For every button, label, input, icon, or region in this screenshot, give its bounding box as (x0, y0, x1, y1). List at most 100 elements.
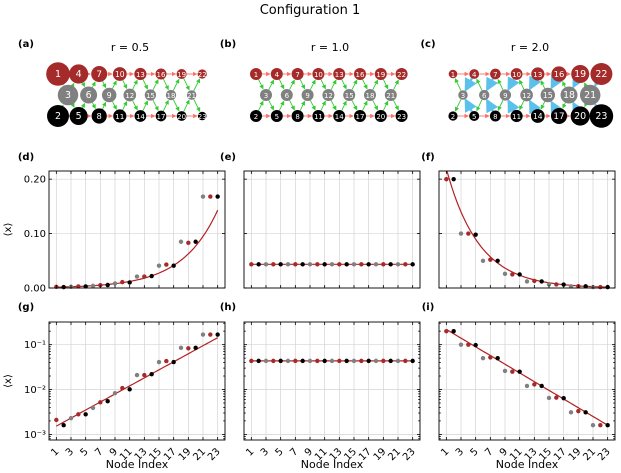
node-5 (469, 110, 480, 122)
data-points (444, 176, 610, 290)
data-point-3 (263, 262, 269, 267)
node-label: 14 (136, 113, 145, 121)
node-label: 16 (157, 71, 166, 79)
node-label: 17 (356, 113, 365, 121)
data-point-5 (278, 358, 283, 364)
data-point-7 (98, 400, 103, 405)
edge (362, 79, 368, 90)
axes-frame (48, 170, 226, 289)
data-point-6 (480, 258, 486, 263)
edge (320, 79, 326, 90)
grid (244, 322, 420, 440)
data-point-19 (381, 262, 386, 267)
node-16 (551, 66, 567, 82)
data-point-15 (546, 395, 552, 401)
edge (162, 99, 169, 112)
data-point-20 (193, 345, 198, 351)
edge (572, 101, 585, 117)
y-tick-label: 10⁻¹ (24, 340, 46, 351)
edge (540, 80, 546, 89)
node-6 (280, 89, 293, 101)
node-label: 10 (314, 71, 323, 79)
data-point-7 (293, 262, 298, 267)
edge (309, 79, 316, 90)
data-point-1 (444, 328, 449, 334)
node-label: 3 (65, 90, 71, 101)
data-point-10 (120, 385, 125, 391)
node-label: 5 (275, 113, 279, 121)
nodes: 1 4 7 10 13 16 19 223 6 9 12 15 18 212 5 8 11 14 17 20 23 (250, 68, 408, 122)
node-17 (155, 110, 167, 122)
x-tick-label: 7 (483, 446, 495, 458)
data-point-5 (473, 232, 478, 237)
node-1 (46, 62, 70, 86)
edge (122, 80, 128, 90)
node-label: 1 (451, 71, 455, 79)
x-tick-label: 5 (79, 446, 91, 458)
data-point-20 (583, 410, 588, 415)
data-point-15 (156, 263, 162, 268)
y-tick-label: 10⁻³ (24, 430, 46, 441)
data-point-16 (359, 358, 364, 364)
edge (193, 78, 201, 91)
data-point-14 (149, 273, 154, 279)
data-point-22 (403, 262, 408, 267)
x-tick-label: 23 (401, 446, 418, 463)
node-label: 16 (356, 71, 365, 79)
node-4 (69, 64, 89, 84)
data-point-8 (105, 282, 110, 288)
data-point-11 (127, 387, 132, 392)
node-14 (530, 109, 545, 123)
data-point-15 (351, 358, 357, 364)
node-14 (333, 110, 346, 122)
node-label: 19 (177, 71, 186, 79)
data-points (54, 194, 220, 290)
node-label: 5 (76, 111, 82, 122)
x-tick-label: 5 (469, 446, 481, 458)
edge (289, 79, 295, 90)
data-point-4 (271, 358, 276, 364)
data-point-4 (271, 262, 276, 267)
y-tick-label: 0.00 (24, 284, 46, 295)
x-tick-label: 5 (274, 446, 286, 458)
node-10 (510, 68, 523, 80)
node-7 (291, 68, 304, 80)
data-point-16 (164, 262, 169, 267)
data-point-6 (285, 358, 291, 364)
data-point-14 (149, 371, 154, 377)
data-point-23 (215, 332, 220, 337)
data-point-11 (517, 272, 522, 277)
axes-frame (243, 321, 421, 441)
edge (351, 100, 358, 111)
data-point-16 (554, 282, 559, 287)
node-3 (57, 84, 79, 106)
edge (183, 99, 190, 112)
data-point-17 (171, 359, 176, 365)
data-point-4 (76, 412, 81, 417)
node-20 (570, 106, 590, 126)
data-point-18 (373, 262, 379, 267)
data-point-22 (208, 332, 213, 337)
node-label: 23 (595, 111, 607, 122)
data-point-1 (444, 176, 449, 182)
node-18 (364, 89, 376, 101)
edges (258, 71, 399, 119)
node-label: 8 (493, 113, 497, 121)
edge (320, 100, 326, 111)
data-point-2 (451, 176, 456, 182)
node-6 (479, 89, 490, 101)
edge (562, 81, 567, 88)
edge (142, 79, 148, 90)
data-point-21 (200, 332, 206, 337)
node-4 (270, 68, 283, 80)
network-3: (c) r = 2.01 4 7 10 13 16 19 223 6 9 12 15 18 212 5 8 11 1… (420, 39, 614, 128)
node-label: 1 (254, 71, 258, 79)
node-label: 19 (376, 71, 385, 79)
node-23 (589, 104, 614, 128)
axes-frame (48, 321, 226, 441)
node-9 (101, 87, 117, 103)
y-axis-label: ⟨x⟩ (3, 374, 14, 388)
data-point-9 (112, 390, 118, 396)
panel-label: (g) (18, 302, 34, 313)
